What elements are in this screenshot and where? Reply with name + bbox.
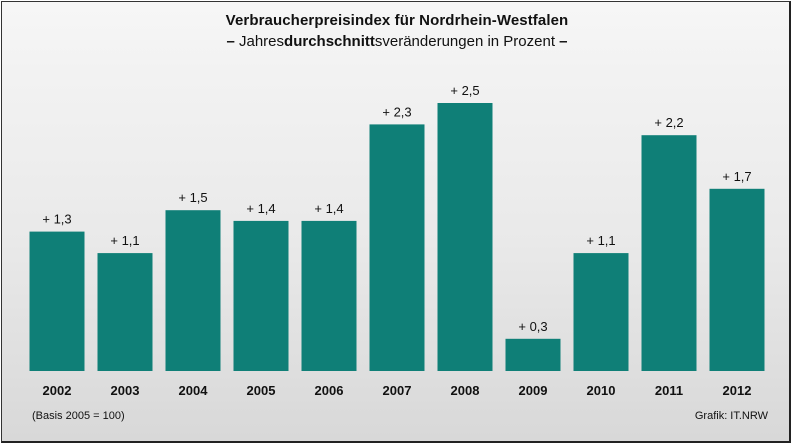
data-label-2008: + 2,5	[450, 83, 479, 98]
data-label-2009: + 0,3	[518, 319, 547, 334]
source-note: Grafik: IT.NRW	[694, 410, 768, 422]
bar-2012	[709, 188, 765, 371]
x-tick-2011: 2011	[655, 383, 683, 398]
data-label-2005: + 1,4	[246, 201, 275, 216]
x-tick-2008: 2008	[451, 383, 480, 398]
x-tick-2007: 2007	[383, 383, 412, 398]
subtitle-dash-left: –	[226, 33, 235, 50]
data-label-2006: + 1,4	[314, 201, 343, 216]
bar-2002	[29, 231, 85, 371]
x-tick-2009: 2009	[519, 383, 548, 398]
bar-2008	[437, 103, 493, 371]
bar-2005	[233, 220, 289, 371]
x-tick-2004: 2004	[179, 383, 209, 398]
data-label-2003: + 1,1	[110, 233, 139, 248]
x-tick-2006: 2006	[315, 383, 344, 398]
subtitle-post: sveränderungen in Prozent	[374, 33, 555, 50]
base-note: (Basis 2005 = 100)	[32, 410, 125, 422]
data-label-2004: + 1,5	[178, 190, 207, 205]
data-label-2010: + 1,1	[586, 233, 615, 248]
data-label-2012: + 1,7	[722, 169, 751, 184]
bar-2009	[505, 338, 561, 371]
subtitle-dash-right: –	[559, 33, 568, 50]
chart-title: Verbraucherpreisindex für Nordrhein-West…	[225, 12, 569, 29]
x-tick-2003: 2003	[111, 383, 140, 398]
bar-2010	[573, 253, 629, 371]
bar-2007	[369, 124, 425, 372]
x-tick-2002: 2002	[43, 383, 72, 398]
data-label-2011: + 2,2	[654, 115, 683, 130]
x-tick-2005: 2005	[247, 383, 276, 398]
bar-2003	[97, 253, 153, 371]
subtitle-bold: durchschnitt	[284, 33, 375, 50]
bar-2006	[301, 220, 357, 371]
data-label-2002: + 1,3	[42, 212, 71, 227]
chart-subtitle: – Jahresdurchschnittsveränderungen in Pr…	[0, 33, 794, 50]
bar-2004	[165, 210, 221, 371]
subtitle-pre: Jahres	[239, 33, 285, 50]
data-label-2007: + 2,3	[382, 104, 411, 119]
x-tick-2012: 2012	[723, 383, 752, 398]
x-tick-2010: 2010	[587, 383, 616, 398]
bar-2011	[641, 135, 697, 371]
